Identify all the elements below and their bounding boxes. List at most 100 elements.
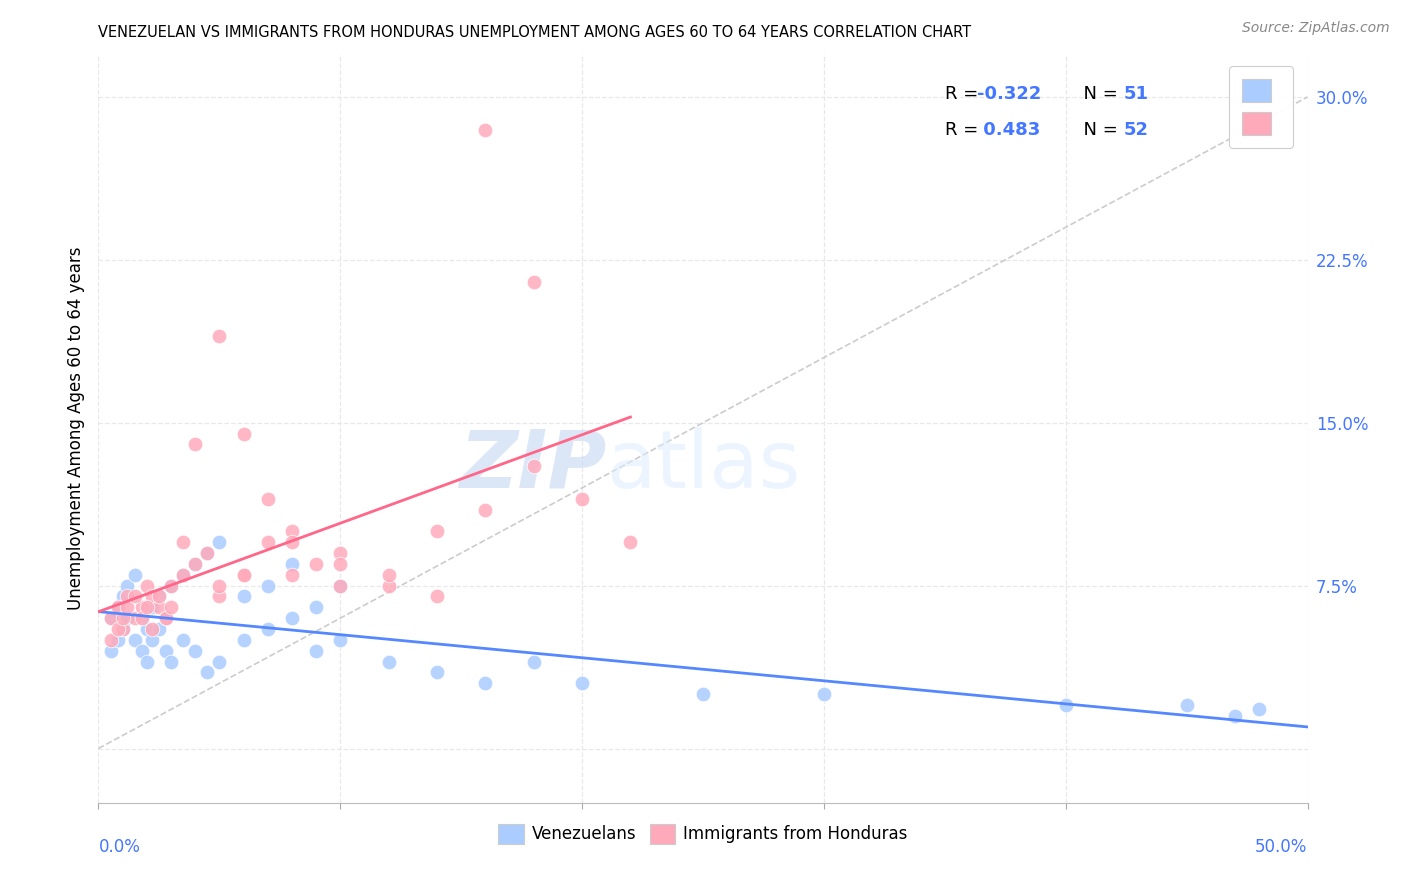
Point [619, 535, 641, 549]
Text: 0.483: 0.483 [977, 121, 1040, 139]
Point [195, 546, 218, 560]
Point [172, 632, 194, 647]
Point [160, 655, 183, 669]
Point [208, 579, 231, 593]
Point [208, 590, 231, 604]
Point [195, 665, 218, 680]
Point [523, 275, 546, 289]
Point [426, 665, 449, 680]
Point [117, 600, 139, 615]
Point [305, 557, 328, 571]
Point [305, 644, 328, 658]
Point [160, 579, 183, 593]
Point [141, 622, 163, 636]
Point [208, 655, 231, 669]
Point [305, 600, 328, 615]
Point [172, 567, 194, 582]
Point [256, 491, 278, 506]
Point [474, 502, 496, 516]
Point [281, 535, 304, 549]
Point [100, 611, 122, 625]
Point [131, 644, 153, 658]
Point [148, 590, 170, 604]
Point [208, 329, 231, 343]
Point [172, 567, 194, 582]
Text: N =: N = [1071, 85, 1123, 103]
Point [256, 579, 278, 593]
Point [813, 687, 835, 701]
Point [377, 579, 399, 593]
Point [155, 611, 177, 625]
Point [117, 611, 139, 625]
Point [131, 611, 153, 625]
Point [377, 655, 399, 669]
Point [160, 579, 183, 593]
Point [131, 611, 153, 625]
Point [107, 600, 129, 615]
Point [184, 557, 207, 571]
Point [155, 611, 177, 625]
Point [232, 590, 254, 604]
Text: R =: R = [945, 85, 984, 103]
Point [692, 687, 714, 701]
Text: ZIP: ZIP [458, 426, 606, 505]
Point [184, 557, 207, 571]
Point [329, 579, 352, 593]
Point [117, 579, 139, 593]
Point [523, 655, 546, 669]
Point [329, 557, 352, 571]
Point [426, 524, 449, 539]
Point [281, 611, 304, 625]
Legend: Venezuelans, Immigrants from Honduras: Venezuelans, Immigrants from Honduras [492, 817, 914, 851]
Point [100, 611, 122, 625]
Point [107, 600, 129, 615]
Point [111, 622, 134, 636]
Point [135, 600, 157, 615]
Text: -0.322: -0.322 [977, 85, 1042, 103]
Text: 52: 52 [1123, 121, 1149, 139]
Point [148, 622, 170, 636]
Point [160, 600, 183, 615]
Point [1054, 698, 1077, 712]
Point [111, 622, 134, 636]
Point [377, 567, 399, 582]
Text: atlas: atlas [606, 426, 800, 505]
Point [135, 579, 157, 593]
Text: 0.0%: 0.0% [98, 838, 141, 855]
Point [256, 622, 278, 636]
Point [135, 655, 157, 669]
Point [329, 546, 352, 560]
Point [124, 632, 146, 647]
Text: 50.0%: 50.0% [1256, 838, 1308, 855]
Point [426, 590, 449, 604]
Point [281, 557, 304, 571]
Point [155, 644, 177, 658]
Point [135, 622, 157, 636]
Point [141, 632, 163, 647]
Point [571, 491, 593, 506]
Point [232, 567, 254, 582]
Point [148, 590, 170, 604]
Point [111, 611, 134, 625]
Point [1175, 698, 1198, 712]
Point [208, 535, 231, 549]
Point [329, 579, 352, 593]
Point [571, 676, 593, 690]
Point [184, 437, 207, 451]
Text: R =: R = [945, 121, 984, 139]
Point [100, 632, 122, 647]
Point [195, 546, 218, 560]
Point [107, 632, 129, 647]
Point [124, 590, 146, 604]
Text: 51: 51 [1123, 85, 1149, 103]
Y-axis label: Unemployment Among Ages 60 to 64 years: Unemployment Among Ages 60 to 64 years [66, 246, 84, 610]
Text: N =: N = [1071, 121, 1123, 139]
Point [232, 632, 254, 647]
Point [232, 567, 254, 582]
Text: Source: ZipAtlas.com: Source: ZipAtlas.com [1241, 21, 1389, 35]
Point [141, 600, 163, 615]
Point [172, 535, 194, 549]
Point [523, 459, 546, 474]
Point [474, 122, 496, 136]
Point [111, 590, 134, 604]
